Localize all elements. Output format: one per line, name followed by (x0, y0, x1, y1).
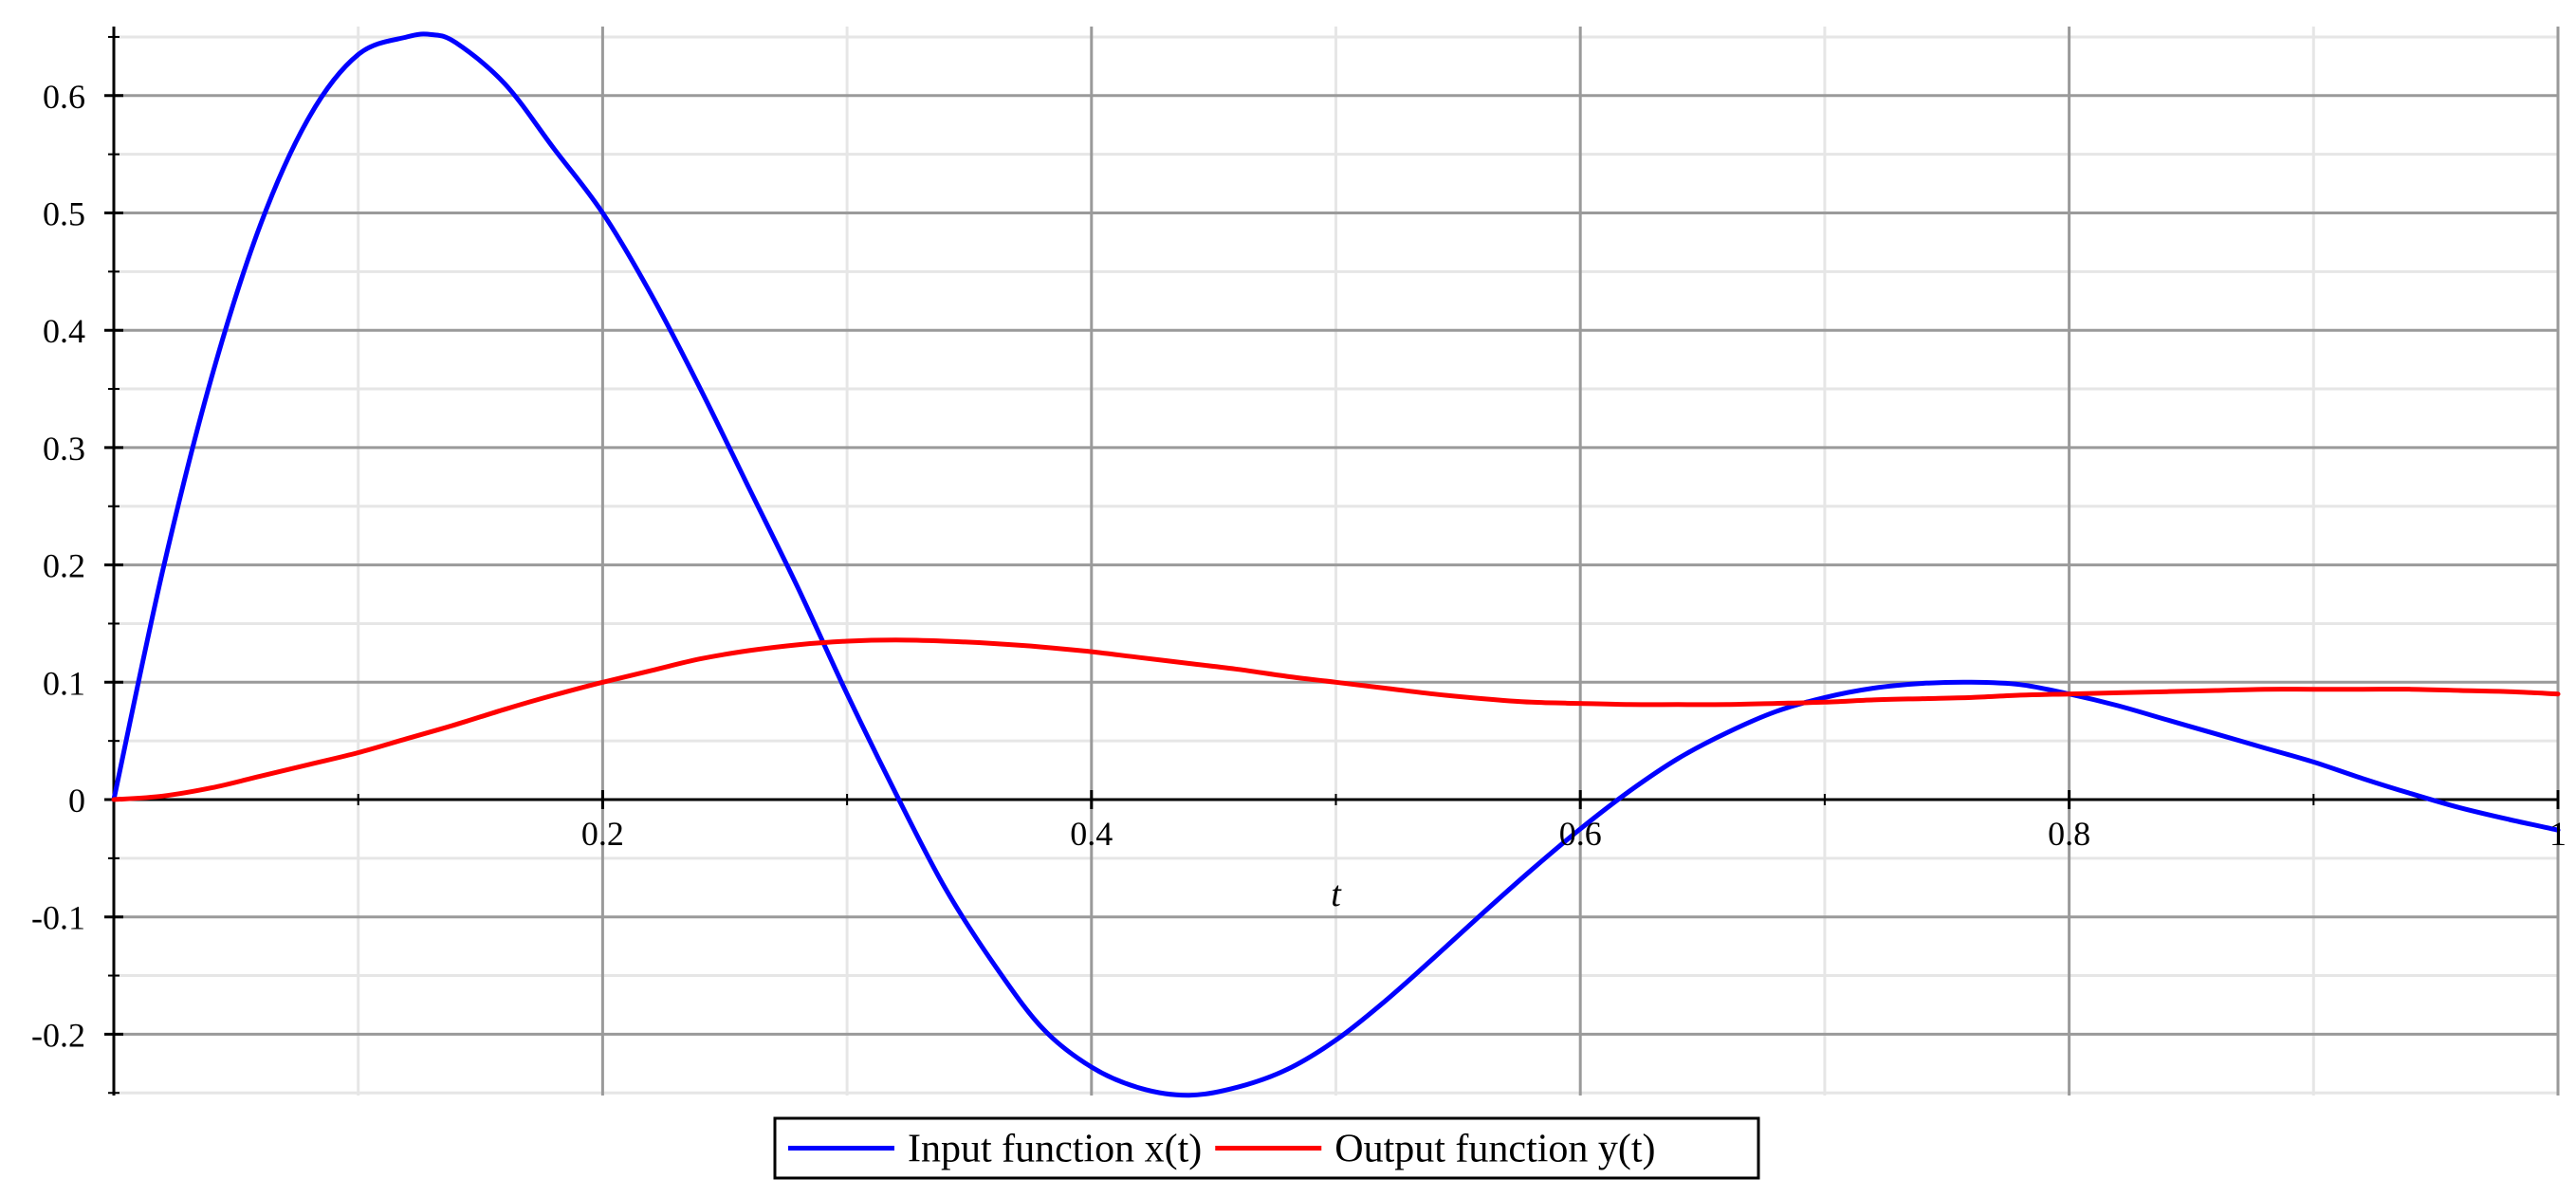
legend-label-1: Input function x(t) (908, 1128, 1202, 1171)
series-layer (111, 31, 2561, 1098)
y-tick-label: 0.6 (43, 78, 85, 116)
y-tick-label: 0 (68, 782, 85, 819)
y-tick-label: 0.5 (43, 195, 85, 233)
tick-labels: 0.2 0.4 0.6 0.8 1 -0.2 -0.1 0 0.1 0.2 0.3 0.4 0.5 0.6 (31, 78, 2567, 1055)
x-tick-label: 1 (2549, 815, 2567, 853)
major-grid (114, 27, 2560, 1096)
x-tick-label: 0.6 (1559, 815, 1602, 853)
y-tick-label: 0.3 (43, 430, 85, 468)
x-tick-label: 0.8 (2048, 815, 2090, 853)
series-line-1 (111, 31, 2561, 1098)
y-tick-label: 0.4 (43, 312, 85, 350)
y-tick-label: -0.2 (31, 1016, 85, 1054)
y-tick-label: 0.1 (43, 664, 85, 702)
y-tick-label: 0.2 (43, 547, 85, 585)
minor-grid (114, 27, 2558, 1096)
y-tick-label: -0.1 (31, 899, 85, 937)
x-tick-label: 0.2 (581, 815, 624, 853)
x-axis-label: t (1331, 875, 1342, 914)
series-line-2 (111, 637, 2561, 802)
legend-box (773, 1116, 1760, 1180)
x-tick-label: 0.4 (1070, 815, 1113, 853)
legend-label-2: Output function y(t) (1334, 1128, 1655, 1171)
legend: Input function x(t) Output function y(t) (773, 1116, 1760, 1180)
axes (104, 27, 2560, 1096)
